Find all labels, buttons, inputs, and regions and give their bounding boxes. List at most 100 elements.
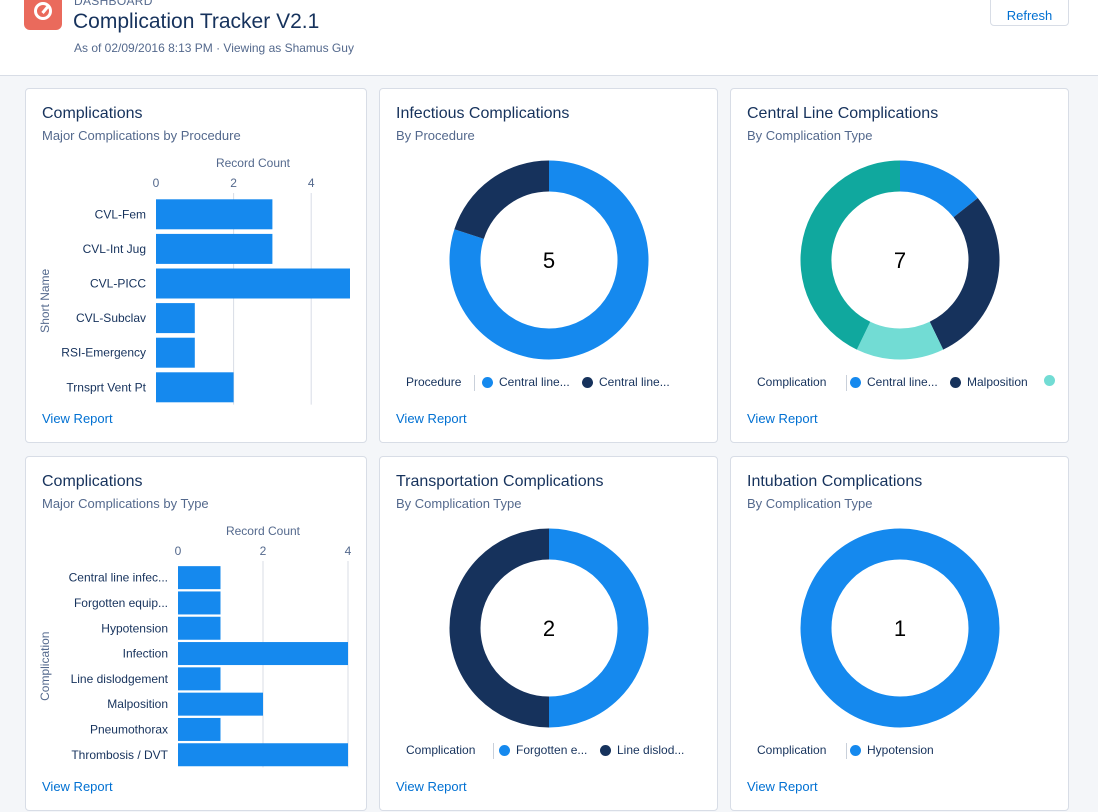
donut-slice[interactable]	[800, 160, 901, 350]
bar[interactable]	[156, 303, 195, 334]
legend-item[interactable]: Central line...	[850, 375, 938, 389]
legend-item[interactable]: Hypotension	[850, 743, 934, 757]
bar[interactable]	[178, 616, 221, 640]
legend-swatch-icon	[499, 744, 510, 756]
donut-slice[interactable]	[856, 321, 944, 360]
legend-title: Complication	[406, 743, 476, 757]
card-subtitle: By Procedure	[396, 128, 475, 143]
x-axis-label: Record Count	[216, 156, 291, 170]
donut-slice[interactable]	[800, 528, 1000, 728]
donut-slice[interactable]	[449, 528, 550, 728]
legend-swatch-icon	[850, 376, 861, 388]
donut-total: 1	[894, 616, 906, 641]
donut-slice[interactable]	[548, 528, 649, 728]
legend-item[interactable]: Central line...	[482, 375, 570, 389]
card-title: Infectious Complications	[396, 105, 570, 122]
legend-item[interactable]: Line dislod...	[600, 743, 684, 757]
x-tick-label: 2	[230, 176, 237, 190]
donut-chart: 1	[800, 528, 1000, 728]
donut-chart: 2	[449, 528, 649, 728]
card-subtitle: By Complication Type	[396, 496, 522, 511]
card-central-line-complications: Central Line Complications By Complicati…	[730, 88, 1069, 443]
card-intubation-complications: Intubation Complications By Complication…	[730, 456, 1069, 811]
bar[interactable]	[156, 372, 234, 403]
bar[interactable]	[178, 717, 221, 741]
donut-slice[interactable]	[899, 160, 978, 218]
category-label: Infection	[123, 647, 168, 661]
bar[interactable]	[178, 591, 221, 615]
bar[interactable]	[178, 642, 348, 666]
category-label: Trnsprt Vent Pt	[66, 380, 146, 394]
donut-slice[interactable]	[929, 197, 1000, 350]
refresh-button[interactable]: Refresh	[990, 0, 1069, 26]
legend-swatch-icon	[482, 376, 493, 388]
legend-title: Procedure	[406, 375, 462, 389]
category-label: CVL-Subclav	[76, 311, 146, 325]
header-eyebrow: DASHBOARD	[74, 0, 153, 8]
category-label: Pneumothorax	[90, 722, 168, 736]
view-report-link[interactable]: View Report	[747, 411, 818, 426]
legend-swatch-icon	[1044, 375, 1055, 386]
category-label: Central line infec...	[69, 571, 168, 585]
view-report-link[interactable]: View Report	[396, 411, 467, 426]
page-title: Complication Tracker V2.1	[73, 10, 320, 33]
dashboard-header: DASHBOARD Complication Tracker V2.1 As o…	[0, 0, 1098, 76]
category-label: CVL-PICC	[90, 277, 146, 291]
dial-ring	[34, 2, 52, 20]
x-tick-label: 2	[260, 544, 267, 558]
chart-legend: Procedure Central line... Central line...	[380, 375, 717, 391]
x-tick-label: 0	[175, 544, 182, 558]
legend-item[interactable]: Malposition	[950, 375, 1028, 389]
card-transportation-complications: Transportation Complications By Complica…	[379, 456, 718, 811]
legend-label: Hypotension	[867, 743, 934, 757]
view-report-link[interactable]: View Report	[747, 779, 818, 794]
legend-label: Central line...	[867, 375, 938, 389]
legend-label: Central line...	[599, 375, 670, 389]
card-subtitle: By Complication Type	[747, 128, 873, 143]
chart-legend: Complication Hypotension	[731, 743, 1068, 759]
card-title: Central Line Complications	[747, 105, 939, 122]
x-axis-label: Record Count	[226, 524, 301, 538]
category-label: Forgotten equip...	[74, 596, 168, 610]
legend-item[interactable]: Forgotten e...	[499, 743, 587, 757]
bar[interactable]	[156, 233, 273, 264]
donut-total: 2	[543, 616, 555, 641]
legend-label: Central line...	[499, 375, 570, 389]
card-title: Complications	[42, 473, 143, 490]
card-subtitle: By Complication Type	[747, 496, 873, 511]
legend-title: Complication	[757, 375, 827, 389]
x-tick-label: 4	[345, 544, 352, 558]
card-infectious-complications: Infectious Complications By Procedure 5 …	[379, 88, 718, 443]
legend-swatch-icon	[950, 376, 961, 388]
card-subtitle: Major Complications by Type	[42, 496, 209, 511]
view-report-link[interactable]: View Report	[42, 779, 113, 794]
card-title: Intubation Complications	[747, 473, 923, 490]
donut-slice[interactable]	[449, 160, 649, 360]
legend-label: Forgotten e...	[516, 743, 588, 757]
legend-item[interactable]: Central line...	[582, 375, 670, 389]
bar-chart: Record Count Short Name 0 2 4 CVL-Fem CVL-Int …	[38, 156, 350, 405]
bar[interactable]	[178, 667, 221, 691]
card-complications-by-type: Complications Major Complications by Typ…	[25, 456, 367, 811]
donut-total: 5	[543, 248, 555, 273]
bar[interactable]	[178, 743, 348, 767]
bar[interactable]	[156, 199, 273, 230]
category-label: Thrombosis / DVT	[71, 748, 168, 762]
bar[interactable]	[156, 337, 195, 368]
donut-slice[interactable]	[454, 160, 550, 240]
category-label: CVL-Fem	[95, 207, 146, 221]
legend-divider	[846, 743, 847, 759]
donut-total: 7	[894, 248, 906, 273]
legend-swatch-icon	[582, 376, 593, 388]
bar[interactable]	[178, 692, 263, 716]
card-title: Complications	[42, 105, 143, 122]
bar[interactable]	[178, 566, 221, 590]
y-axis-label: Short Name	[38, 268, 52, 332]
legend-item[interactable]	[1044, 375, 1061, 386]
bar-chart: Record Count Complication 0 2 4 Central line …	[38, 524, 352, 768]
view-report-link[interactable]: View Report	[42, 411, 113, 426]
card-title: Transportation Complications	[396, 473, 604, 490]
bar[interactable]	[156, 268, 350, 299]
legend-swatch-icon	[600, 744, 611, 756]
view-report-link[interactable]: View Report	[396, 779, 467, 794]
